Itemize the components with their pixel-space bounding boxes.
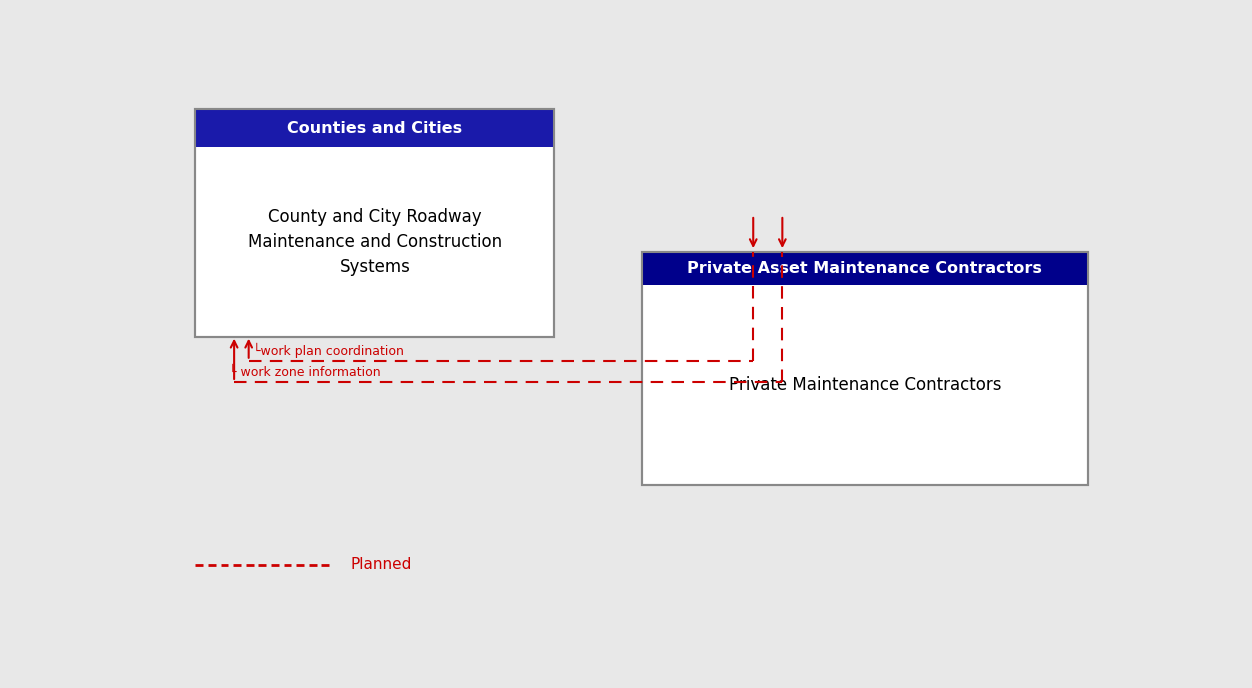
Bar (195, 109, 555, 147)
Text: Counties and Cities: Counties and Cities (287, 120, 462, 136)
Text: Private Maintenance Contractors: Private Maintenance Contractors (729, 376, 1002, 394)
Text: └work plan coordination: └work plan coordination (253, 343, 403, 358)
Bar (641, 252, 1088, 285)
Text: └ work zone information: └ work zone information (229, 366, 381, 378)
Bar (641, 252, 1088, 485)
Bar (641, 252, 1088, 485)
Bar (195, 109, 555, 337)
Text: Planned: Planned (351, 557, 412, 572)
Text: Private Asset Maintenance Contractors: Private Asset Maintenance Contractors (687, 261, 1042, 276)
Bar (195, 109, 555, 337)
Text: County and City Roadway
Maintenance and Construction
Systems: County and City Roadway Maintenance and … (248, 208, 502, 276)
